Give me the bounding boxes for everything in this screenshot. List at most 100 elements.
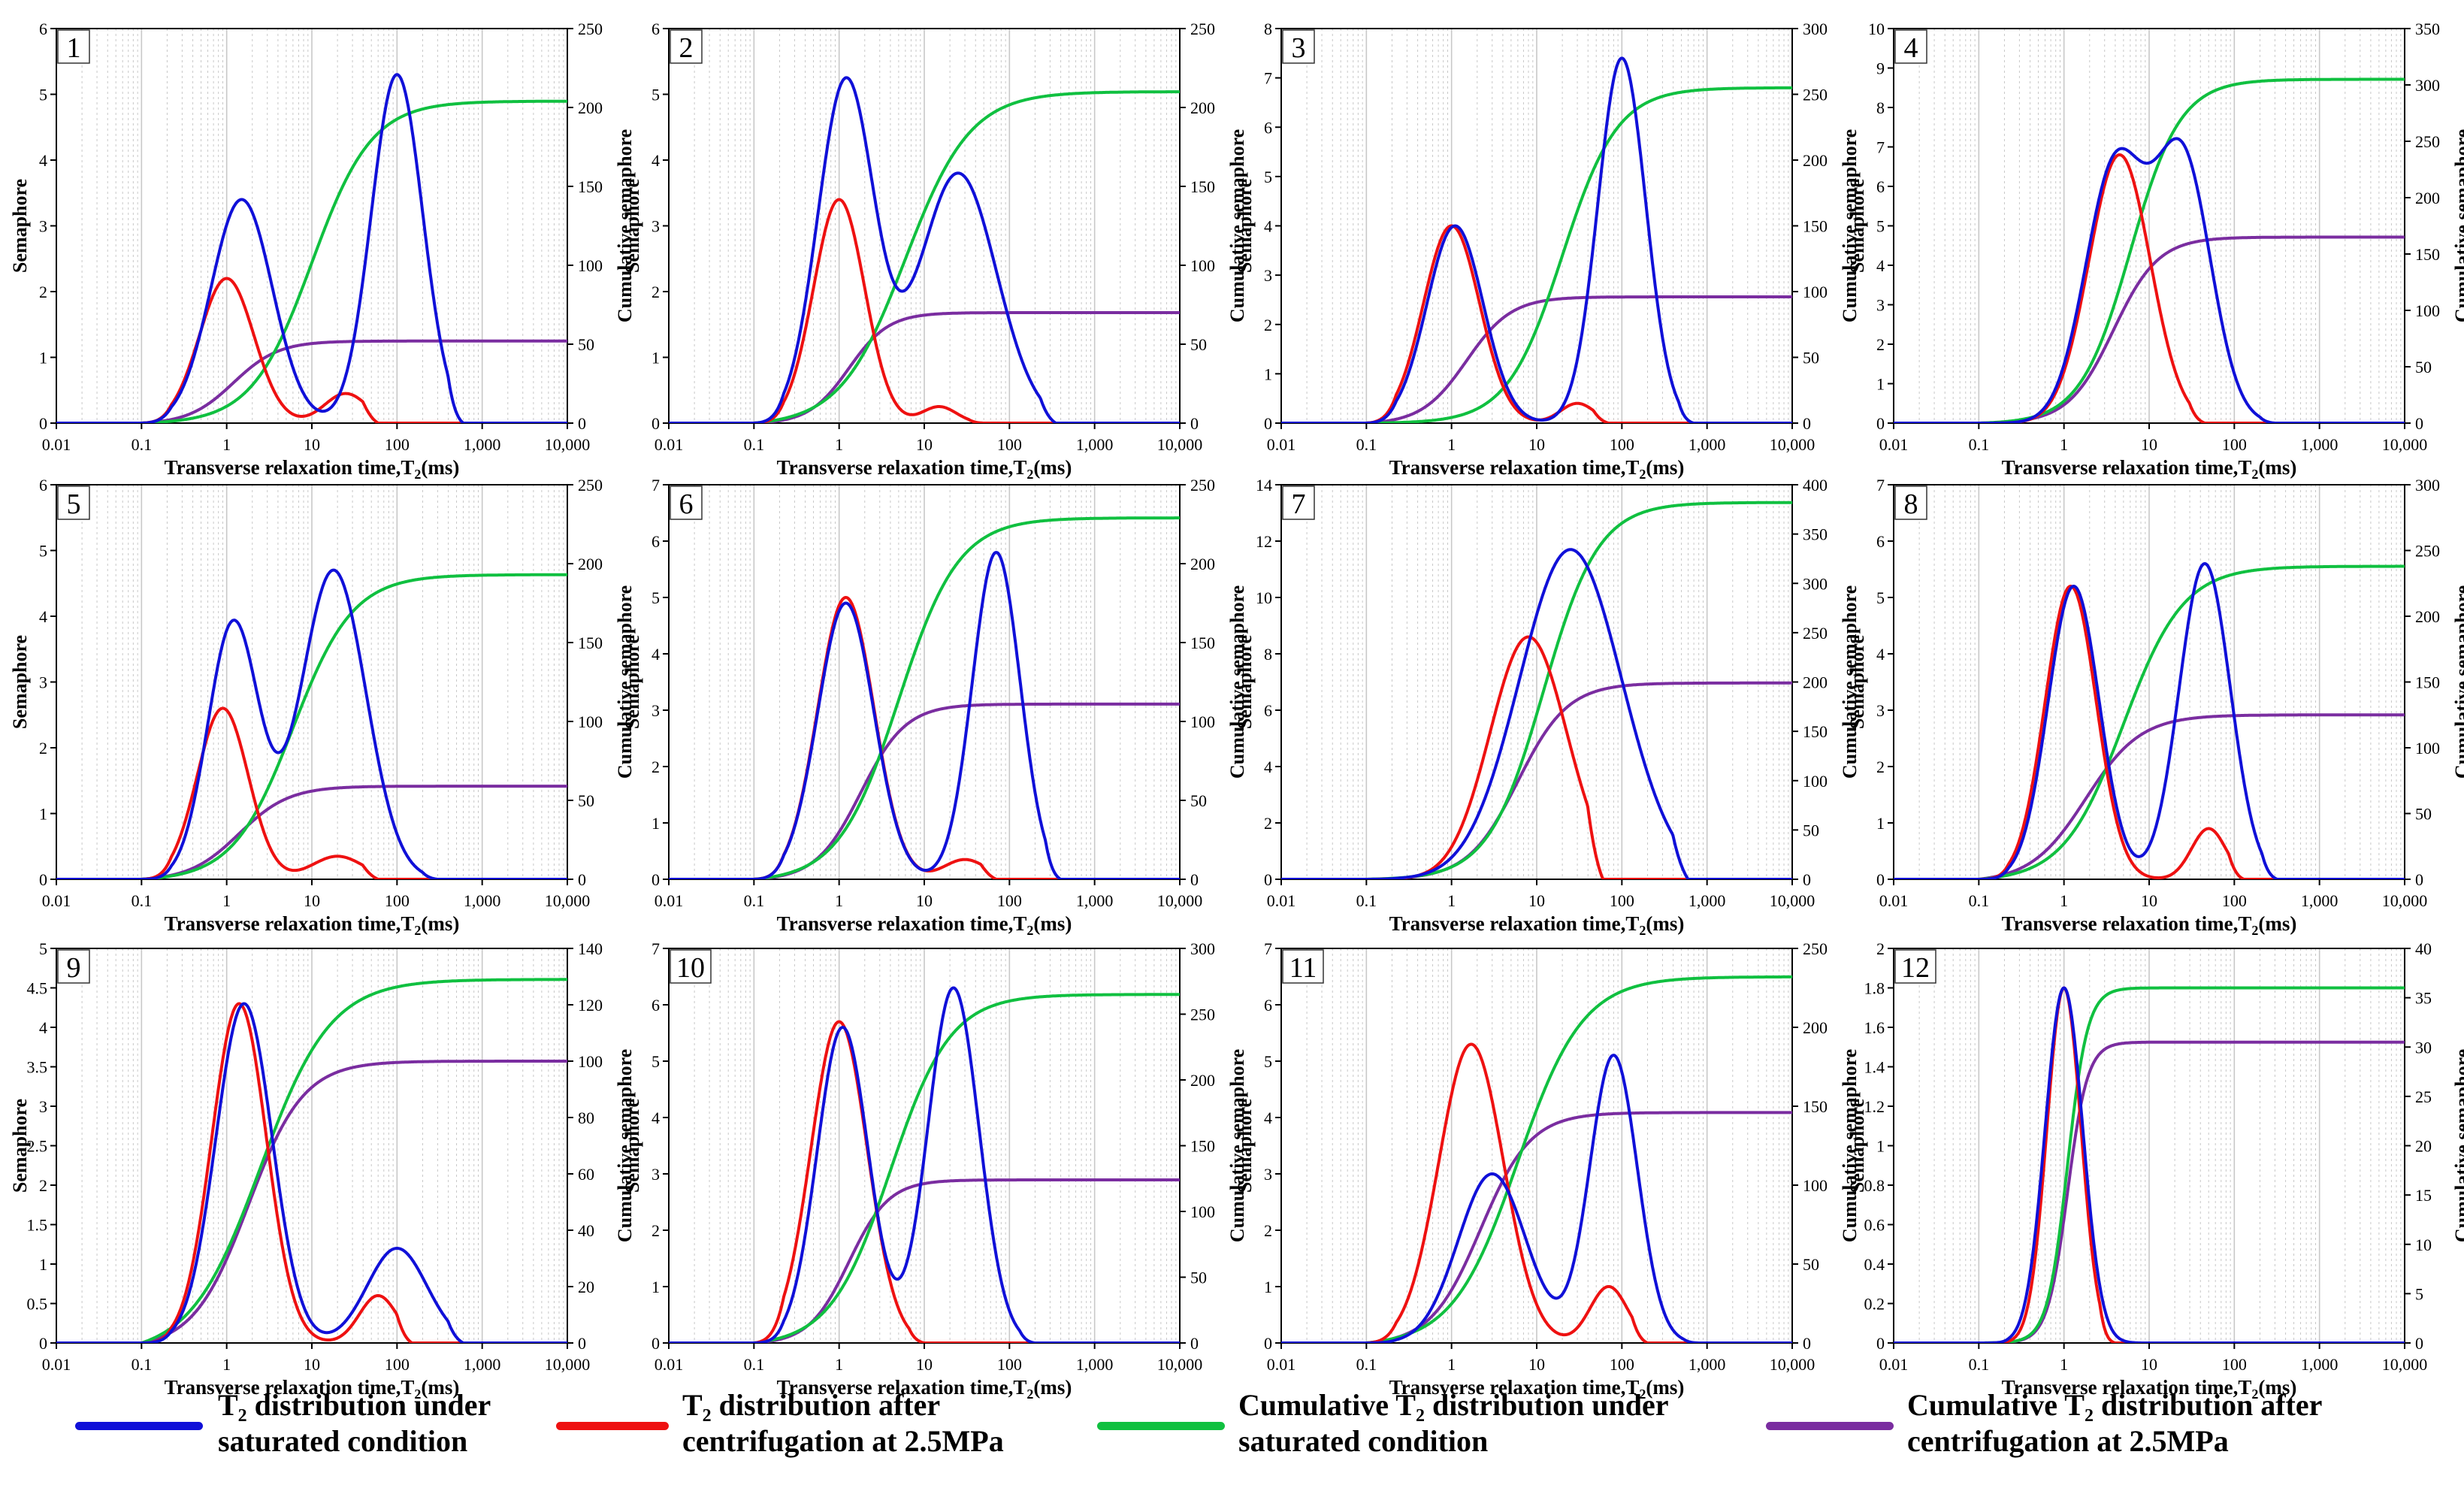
y2-tick-label: 250: [1190, 20, 1215, 38]
x-tick-label: 10: [1528, 891, 1545, 910]
y2-tick-label: 80: [578, 1108, 594, 1127]
y2-tick-label: 200: [1190, 555, 1215, 573]
panel-number-box: [670, 29, 703, 64]
y-tick-label: 8: [1264, 645, 1272, 664]
y-tick-label: 1: [1876, 1137, 1885, 1156]
series-line-saturated: [669, 76, 1180, 423]
y-tick-label: 2: [1876, 335, 1885, 354]
y2-tick-label: 150: [1190, 177, 1215, 196]
x-axis-title: Transverse relaxation time,T2(ms): [2002, 456, 2297, 482]
y2-tick-label: 350: [1803, 525, 1828, 544]
x-tick-label: 10: [2141, 1355, 2157, 1374]
x-axis-title: Transverse relaxation time,T2(ms): [1389, 1376, 1685, 1402]
series-line-cum_centrifuged: [669, 1178, 1180, 1343]
panel-number-box: [670, 485, 703, 520]
x-tick-label: 10,000: [1157, 891, 1203, 910]
y-axis-title: Semaphore: [9, 179, 31, 273]
series-line-cum_centrifuged: [56, 785, 567, 879]
y-tick-label: 3: [1876, 296, 1885, 315]
y2-tick-label: 0: [2415, 870, 2423, 889]
y-tick-label: 8: [1876, 98, 1885, 117]
y-tick-label: 6: [39, 476, 47, 494]
series-line-saturated: [56, 568, 567, 879]
y-tick-label: 2: [652, 758, 660, 776]
y-tick-label: 12: [1256, 532, 1272, 551]
y-tick-label: 9: [1876, 59, 1885, 78]
panel-number: 3: [1292, 32, 1306, 64]
y-tick-label: 14: [1256, 476, 1272, 494]
x-tick-label: 1: [222, 1355, 231, 1374]
series-line-saturated: [1894, 137, 2405, 423]
y2-tick-label: 150: [1190, 634, 1215, 652]
x-tick-label: 1,000: [1076, 891, 1114, 910]
y-tick-label: 6: [1264, 701, 1272, 720]
x-tick-label: 1: [222, 435, 231, 454]
series-line-saturated: [669, 986, 1180, 1343]
x-tick-label: 100: [1610, 1355, 1634, 1374]
y-tick-label: 1.5: [27, 1216, 48, 1235]
series-line-cum_saturated: [56, 573, 567, 879]
y2-axis-title: Cumulative semaphore: [614, 585, 636, 779]
x-tick-label: 0.1: [1969, 1355, 1990, 1374]
series-line-saturated: [669, 551, 1180, 879]
series-line-cum_centrifuged: [1281, 1111, 1792, 1343]
y-tick-label: 0.8: [1864, 1176, 1885, 1195]
y2-tick-label: 300: [1190, 939, 1215, 958]
panel-number: 11: [1289, 952, 1317, 984]
y2-tick-label: 50: [578, 335, 594, 354]
x-tick-label: 0.1: [132, 1355, 153, 1374]
y-tick-label: 5: [1264, 168, 1272, 186]
y-tick-label: 7: [1264, 69, 1272, 88]
series-line-centrifuged: [1281, 1042, 1792, 1343]
panel-number-box: [1894, 485, 1927, 520]
y-tick-label: 5: [39, 542, 47, 561]
x-tick-label: 0.01: [1267, 435, 1296, 454]
y2-tick-label: 400: [1803, 476, 1828, 494]
x-tick-label: 1: [835, 435, 843, 454]
y2-tick-label: 250: [1190, 1006, 1215, 1024]
x-tick-label: 100: [385, 435, 410, 454]
y-tick-label: 0: [1264, 414, 1272, 433]
y2-tick-label: 250: [1803, 939, 1828, 958]
series-line-centrifuged: [1894, 153, 2405, 423]
y-tick-label: 2: [1264, 814, 1272, 833]
panel-number-box: [1894, 29, 1927, 64]
x-axis-title: Transverse relaxation time,T2(ms): [1389, 456, 1685, 482]
y-tick-label: 1.8: [1864, 979, 1885, 998]
y2-tick-label: 50: [578, 791, 594, 810]
y2-tick-label: 250: [1803, 624, 1828, 643]
y2-tick-label: 50: [1803, 349, 1819, 367]
y-tick-label: 5: [1876, 217, 1885, 236]
x-tick-label: 1,000: [1689, 1355, 1726, 1374]
y2-tick-label: 150: [1803, 1097, 1828, 1116]
series-line-cum_centrifuged: [56, 339, 567, 423]
panel-number-box: [57, 949, 90, 984]
y2-axis-title: Cumulative semaphore: [1226, 1049, 1248, 1242]
y2-tick-label: 250: [1803, 86, 1828, 104]
y-axis-title: Semaphore: [1846, 635, 1868, 729]
x-tick-label: 0.01: [1879, 435, 1909, 454]
y2-tick-label: 200: [578, 98, 603, 117]
y-tick-label: 4: [39, 607, 47, 626]
y2-tick-label: 0: [1190, 414, 1199, 433]
panel-number-box: [1282, 29, 1315, 64]
y2-tick-label: 200: [2415, 607, 2440, 626]
y2-tick-label: 0: [2415, 414, 2423, 433]
y-tick-label: 3: [652, 1165, 660, 1184]
y-tick-label: 0: [1876, 870, 1885, 889]
series-line-cum_centrifuged: [1894, 235, 2405, 423]
y-tick-label: 0: [1264, 1334, 1272, 1353]
y2-tick-label: 100: [1803, 283, 1828, 301]
y2-axis-title: Cumulative semaphore: [2451, 585, 2464, 779]
grid: [1280, 948, 1789, 1343]
series-line-saturated: [1281, 1054, 1792, 1343]
panel-number: 10: [676, 952, 705, 984]
y2-tick-label: 0: [1190, 870, 1199, 889]
y-tick-label: 3: [1264, 266, 1272, 285]
grid: [668, 29, 1177, 423]
y2-tick-label: 0: [578, 1334, 586, 1353]
